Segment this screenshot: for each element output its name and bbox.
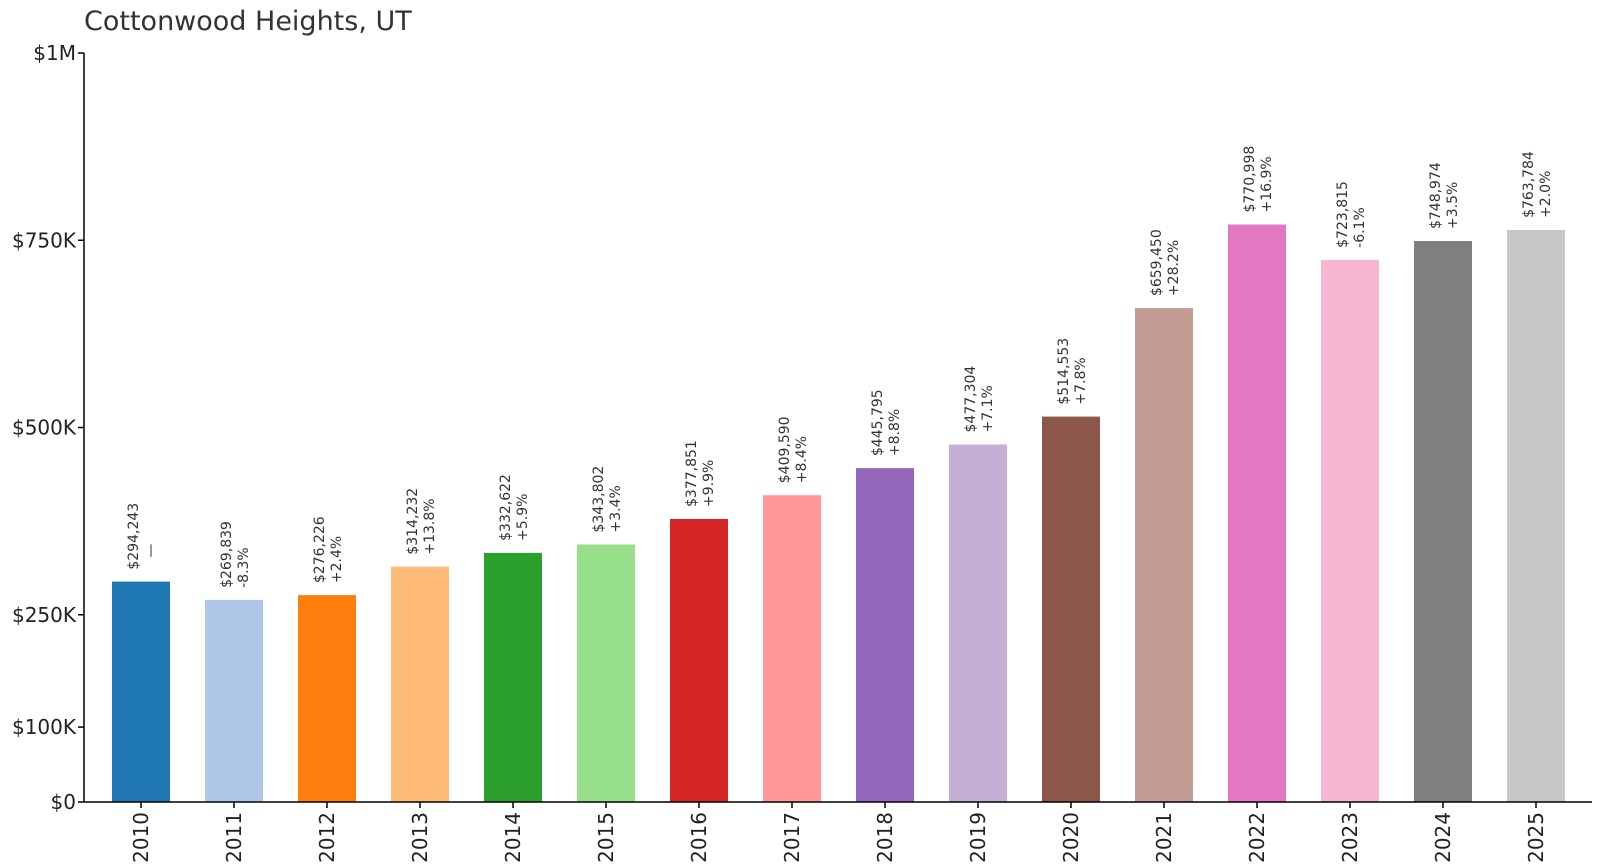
bar-value-label: $770,998 (1242, 146, 1258, 213)
x-tick-label-2021: 2021 (1152, 812, 1176, 863)
bar-label-2011: $269,839-8.3% (219, 521, 252, 588)
y-tick-label: $500K (12, 416, 77, 440)
y-tick-label: $0 (51, 790, 76, 814)
bar-change-label: +3.5% (1445, 182, 1461, 229)
bar-change-label: +16.9% (1259, 156, 1275, 212)
bar-label-2012: $276,226+2.4% (312, 516, 345, 583)
bar-change-label: +5.9% (515, 494, 531, 541)
bar-2016 (670, 518, 728, 802)
bar-change-label: -6.1% (1352, 207, 1368, 248)
bar-label-2019: $477,304+7.1% (963, 366, 996, 433)
bar-change-label: +8.4% (794, 436, 810, 483)
bar-2013 (391, 566, 449, 802)
x-tick-label-2010: 2010 (129, 812, 153, 863)
bar-value-label: $269,839 (219, 521, 235, 588)
bar-change-label: +2.0% (1538, 171, 1554, 218)
bar-change-label: +7.8% (1073, 357, 1089, 404)
x-tick-label-2016: 2016 (687, 812, 711, 863)
bar-label-2018: $445,795+8.8% (870, 389, 903, 456)
bar-change-label: +3.4% (608, 485, 624, 532)
bar-2015 (577, 544, 635, 802)
bar-2024 (1414, 241, 1472, 802)
chart-title: Cottonwood Heights, UT (84, 6, 412, 37)
bars-group (112, 224, 1565, 803)
bar-2023 (1321, 259, 1379, 803)
bar-value-label: $514,553 (1056, 338, 1072, 405)
x-tick-label-2020: 2020 (1059, 812, 1083, 863)
x-tick-label-2011: 2011 (222, 812, 246, 863)
y-tick-label: $250K (12, 603, 77, 627)
bar-label-2023: $723,815-6.1% (1335, 181, 1368, 248)
bar-value-label: $343,802 (591, 466, 607, 533)
bar-value-label: $314,232 (405, 488, 421, 555)
bar-label-2021: $659,450+28.2% (1149, 229, 1182, 296)
bar-value-label: $763,784 (1521, 151, 1537, 218)
bar-value-label: $723,815 (1335, 181, 1351, 248)
bar-label-2016: $377,851+9.9% (684, 440, 717, 507)
bar-change-label: +28.2% (1166, 240, 1182, 296)
bar-value-label: $445,795 (870, 389, 886, 456)
bar-label-2025: $763,784+2.0% (1521, 151, 1554, 218)
x-tick-label-2023: 2023 (1338, 812, 1362, 863)
x-axis: 2010 2011 2012 2013 2014 2015 2016 2017 2018 2019… (84, 801, 1592, 863)
bar-label-2022: $770,998+16.9% (1242, 146, 1275, 213)
bar-change-label: +2.4% (329, 536, 345, 583)
x-tick-label-2025: 2025 (1524, 812, 1548, 863)
bar-labels-group: $294,243— $269,839-8.3% $276,226+2.4% $314,… (126, 146, 1554, 588)
bar-change-label: -8.3% (236, 547, 252, 588)
bar-2011 (205, 599, 263, 802)
bar-label-2017: $409,590+8.4% (777, 416, 810, 483)
x-tick-label-2018: 2018 (873, 812, 897, 863)
bar-change-label: +8.8% (887, 409, 903, 456)
bar-2021 (1135, 308, 1193, 802)
bar-label-2024: $748,974+3.5% (1428, 162, 1461, 229)
x-tick-label-2012: 2012 (315, 812, 339, 863)
bar-2020 (1042, 416, 1100, 802)
x-tick-label-2019: 2019 (966, 812, 990, 863)
y-tick-label: $750K (12, 228, 77, 252)
x-tick-label-2022: 2022 (1245, 812, 1269, 863)
bar-change-label: +13.8% (422, 498, 438, 554)
bar-2017 (763, 495, 821, 802)
bar-value-label: $409,590 (777, 416, 793, 483)
bar-value-label: $377,851 (684, 440, 700, 507)
bar-2025 (1507, 229, 1565, 802)
x-tick-label-2015: 2015 (594, 812, 618, 863)
bar-label-2013: $314,232+13.8% (405, 488, 438, 555)
y-axis: $0 $100K $250K $500K $750K $1M (12, 41, 85, 814)
bar-value-label: $276,226 (312, 516, 328, 583)
bar-value-label: $659,450 (1149, 229, 1165, 296)
bar-2019 (949, 444, 1007, 802)
bar-value-label: $332,622 (498, 474, 514, 541)
bar-value-label: $294,243 (126, 503, 142, 570)
bar-2012 (298, 595, 356, 802)
y-tick-label: $1M (33, 41, 76, 65)
bar-2010 (112, 581, 170, 802)
bar-label-2020: $514,553+7.8% (1056, 338, 1089, 405)
x-tick-label-2013: 2013 (408, 812, 432, 863)
x-tick-label-2014: 2014 (501, 812, 525, 863)
bar-value-label: $477,304 (963, 366, 979, 433)
bar-change-label: — (143, 544, 159, 558)
y-tick-label: $100K (12, 715, 77, 739)
bar-label-2010: $294,243— (126, 503, 159, 570)
bar-change-label: +7.1% (980, 385, 996, 432)
bar-2018 (856, 468, 914, 802)
bar-value-label: $748,974 (1428, 162, 1444, 229)
bar-change-label: +9.9% (701, 460, 717, 507)
x-tick-label-2024: 2024 (1431, 812, 1455, 863)
bar-label-2015: $343,802+3.4% (591, 466, 624, 533)
bar-2014 (484, 552, 542, 802)
bar-label-2014: $332,622+5.9% (498, 474, 531, 541)
x-tick-label-2017: 2017 (780, 812, 804, 863)
bar-2022 (1228, 224, 1286, 803)
